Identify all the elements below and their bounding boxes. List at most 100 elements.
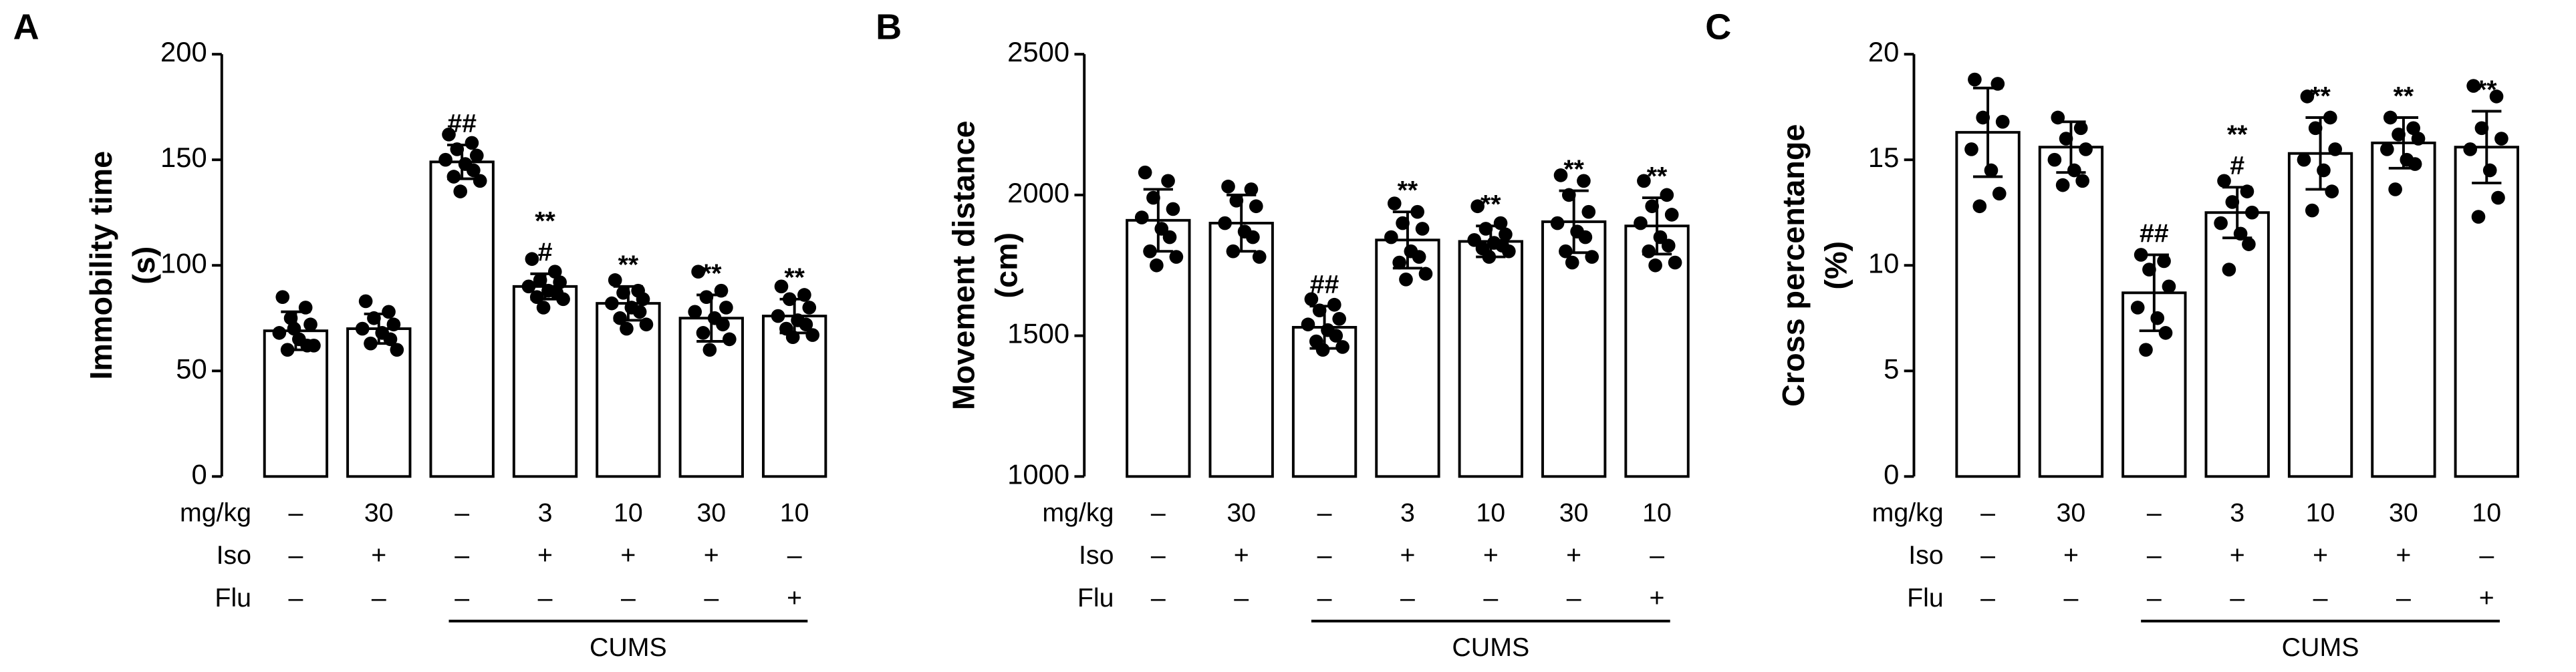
bar (512, 285, 578, 478)
data-point (2158, 326, 2173, 340)
y-tick-label: 5 (1884, 353, 1899, 384)
table-cell: – (1151, 540, 1166, 570)
data-point (1664, 208, 1679, 222)
y-tick-label: 150 (160, 142, 207, 173)
data-point (805, 328, 820, 342)
data-point (613, 311, 627, 325)
table-cell: 30 (364, 498, 394, 527)
data-point (799, 317, 813, 332)
significance-label: ## (447, 109, 477, 138)
data-point (1335, 340, 1349, 354)
table-cell: – (2479, 540, 2494, 570)
data-point (605, 296, 619, 311)
table-cell: + (1234, 540, 1249, 570)
table-cell: – (2147, 583, 2162, 613)
table-cell: – (455, 583, 469, 613)
y-tick-label: 2500 (1007, 36, 1069, 67)
row-label: Iso (1908, 540, 1943, 570)
significance-label: ## (2140, 218, 2169, 248)
data-point (287, 321, 301, 336)
row-label: mg/kg (1042, 498, 1114, 527)
table-cell: 30 (1227, 498, 1256, 527)
data-point (1418, 267, 1433, 281)
data-point (2328, 142, 2342, 156)
table-cell: – (2230, 583, 2244, 613)
significance-label: ** (1480, 190, 1501, 219)
table-cell: – (787, 540, 802, 570)
table-cell: – (1567, 583, 1581, 613)
data-point (2225, 195, 2240, 209)
data-point (1304, 292, 1319, 307)
bar (1955, 131, 2021, 478)
data-point (1162, 230, 1177, 244)
table-cell: + (1483, 540, 1499, 570)
data-point (716, 317, 730, 332)
significance-label: ** (2310, 81, 2331, 111)
data-point (2075, 174, 2089, 188)
data-point (1252, 250, 1267, 264)
table-cell: – (1400, 583, 1415, 613)
data-point (521, 279, 536, 294)
data-point (620, 321, 634, 336)
table-cell: + (371, 540, 386, 570)
table-cell: – (2147, 498, 2162, 527)
data-point (467, 163, 481, 178)
data-point (473, 174, 487, 188)
table-cell: + (2396, 540, 2411, 570)
data-point (1399, 272, 1413, 287)
table-cell: 30 (696, 498, 726, 527)
table-cell: 30 (2057, 498, 2086, 527)
data-point (442, 127, 456, 142)
table-cell: + (2063, 540, 2079, 570)
data-point (1396, 216, 1410, 230)
data-point (1668, 255, 1682, 270)
table-cell: + (2479, 583, 2494, 613)
data-point (2406, 121, 2420, 136)
table-cell: – (1317, 583, 1332, 613)
bar (2038, 146, 2104, 478)
significance-label: ** (1398, 176, 1418, 205)
data-point (2242, 237, 2256, 251)
group-label: CUMS (590, 633, 667, 662)
data-point (2474, 121, 2489, 136)
group-label: CUMS (1452, 633, 1529, 662)
table-cell: 10 (780, 498, 809, 527)
y-tick-label: 100 (160, 247, 207, 279)
data-point (386, 317, 401, 332)
data-point (1992, 186, 2007, 201)
data-point (2079, 142, 2093, 156)
data-point (382, 305, 396, 319)
data-point (1578, 230, 1593, 244)
data-point (2305, 203, 2319, 218)
y-axis-label: Cross percentange (1776, 124, 1811, 407)
data-point (2142, 263, 2156, 277)
table-cell: – (455, 498, 469, 527)
data-point (2047, 152, 2062, 167)
table-cell: 30 (2389, 498, 2418, 527)
data-point (1415, 222, 1430, 236)
data-point (1244, 182, 1259, 196)
data-point (1984, 163, 1999, 178)
data-point (1412, 250, 1426, 264)
data-point (1315, 343, 1330, 357)
table-cell: – (621, 583, 636, 613)
table-cell: – (455, 540, 469, 570)
data-point (2317, 163, 2331, 178)
data-point (636, 292, 650, 307)
data-point (1553, 168, 1568, 182)
data-point (1134, 210, 1149, 224)
table-cell: – (2396, 583, 2411, 613)
data-point (1581, 204, 1596, 219)
table-cell: – (2064, 583, 2079, 613)
data-point (1169, 250, 1184, 264)
data-point (2162, 279, 2176, 294)
table-cell: 30 (1559, 498, 1589, 527)
data-point (390, 343, 404, 357)
data-point (1976, 110, 1990, 125)
table-cell: 3 (2230, 498, 2244, 527)
data-point (2411, 132, 2426, 146)
table-cell: – (1234, 583, 1249, 613)
data-point (2300, 90, 2315, 104)
data-point (1467, 232, 1482, 247)
y-tick-label: 1000 (1007, 458, 1069, 490)
